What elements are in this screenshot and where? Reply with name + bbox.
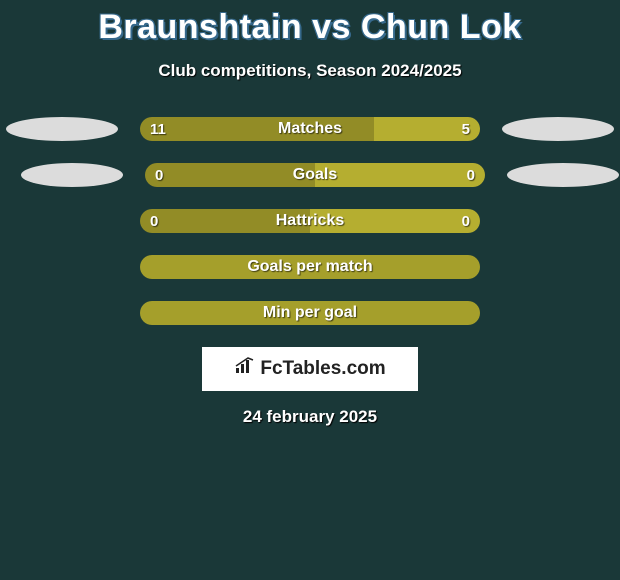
stat-right-value: 0 — [467, 163, 475, 187]
stat-row-goals: 0 Goals 0 — [0, 163, 620, 187]
chart-icon — [234, 357, 256, 381]
stat-label: Hattricks — [140, 209, 480, 233]
stat-label: Goals — [145, 163, 485, 187]
stat-label: Min per goal — [140, 301, 480, 325]
stat-bar: 0 Goals 0 — [145, 163, 485, 187]
stats-rows: 11 Matches 5 0 Goals 0 0 Hattricks 0 — [0, 117, 620, 325]
stat-bar: 11 Matches 5 — [140, 117, 480, 141]
left-ellipse — [6, 117, 118, 141]
stat-right-value: 0 — [462, 209, 470, 233]
right-ellipse — [502, 117, 614, 141]
stat-row-matches: 11 Matches 5 — [0, 117, 620, 141]
stat-row-goals-per-match: Goals per match — [0, 255, 620, 279]
stat-row-hattricks: 0 Hattricks 0 — [0, 209, 620, 233]
stat-bar: Goals per match — [140, 255, 480, 279]
stat-right-value: 5 — [462, 117, 470, 141]
right-ellipse — [507, 163, 619, 187]
page-title: Braunshtain vs Chun Lok — [0, 0, 620, 47]
stat-row-min-per-goal: Min per goal — [0, 301, 620, 325]
logo: FcTables.com — [234, 357, 385, 381]
date-text: 24 february 2025 — [0, 407, 620, 427]
stat-bar: 0 Hattricks 0 — [140, 209, 480, 233]
stat-label: Matches — [140, 117, 480, 141]
subtitle: Club competitions, Season 2024/2025 — [0, 61, 620, 81]
left-ellipse — [21, 163, 123, 187]
stat-label: Goals per match — [140, 255, 480, 279]
logo-box: FcTables.com — [202, 347, 418, 391]
logo-text: FcTables.com — [260, 358, 385, 380]
stat-bar: Min per goal — [140, 301, 480, 325]
